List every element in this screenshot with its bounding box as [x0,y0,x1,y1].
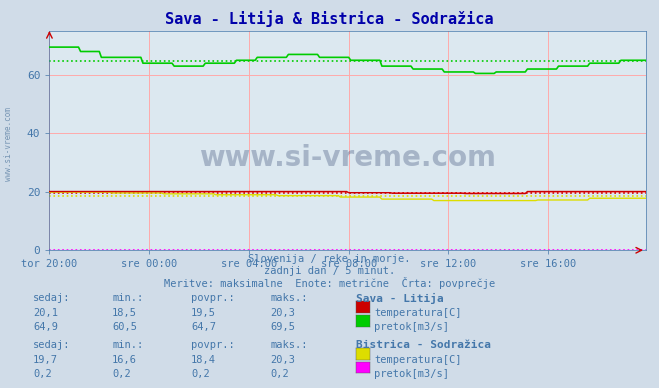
Text: Sava - Litija: Sava - Litija [356,293,444,304]
Text: 20,3: 20,3 [270,308,295,319]
Text: 20,3: 20,3 [270,355,295,365]
Text: temperatura[C]: temperatura[C] [374,355,462,365]
Text: 19,7: 19,7 [33,355,58,365]
Text: www.si-vreme.com: www.si-vreme.com [4,107,13,180]
Text: sedaj:: sedaj: [33,293,71,303]
Text: 18,5: 18,5 [112,308,137,319]
Text: 0,2: 0,2 [270,369,289,379]
Text: 20,1: 20,1 [33,308,58,319]
Text: maks.:: maks.: [270,340,308,350]
Text: 0,2: 0,2 [112,369,130,379]
Text: Sava - Litija & Bistrica - Sodražica: Sava - Litija & Bistrica - Sodražica [165,10,494,26]
Text: 16,6: 16,6 [112,355,137,365]
Text: pretok[m3/s]: pretok[m3/s] [374,369,449,379]
Text: pretok[m3/s]: pretok[m3/s] [374,322,449,332]
Text: sedaj:: sedaj: [33,340,71,350]
Text: min.:: min.: [112,340,143,350]
Text: 69,5: 69,5 [270,322,295,332]
Text: www.si-vreme.com: www.si-vreme.com [199,144,496,172]
Text: min.:: min.: [112,293,143,303]
Text: zadnji dan / 5 minut.: zadnji dan / 5 minut. [264,266,395,276]
Text: 64,7: 64,7 [191,322,216,332]
Text: Bistrica - Sodražica: Bistrica - Sodražica [356,340,491,350]
Text: Meritve: maksimalne  Enote: metrične  Črta: povprečje: Meritve: maksimalne Enote: metrične Črta… [164,277,495,289]
Text: 64,9: 64,9 [33,322,58,332]
Text: povpr.:: povpr.: [191,340,235,350]
Text: 0,2: 0,2 [33,369,51,379]
Text: 19,5: 19,5 [191,308,216,319]
Text: maks.:: maks.: [270,293,308,303]
Text: temperatura[C]: temperatura[C] [374,308,462,319]
Text: Slovenija / reke in morje.: Slovenija / reke in morje. [248,254,411,264]
Text: 60,5: 60,5 [112,322,137,332]
Text: povpr.:: povpr.: [191,293,235,303]
Text: 18,4: 18,4 [191,355,216,365]
Text: 0,2: 0,2 [191,369,210,379]
